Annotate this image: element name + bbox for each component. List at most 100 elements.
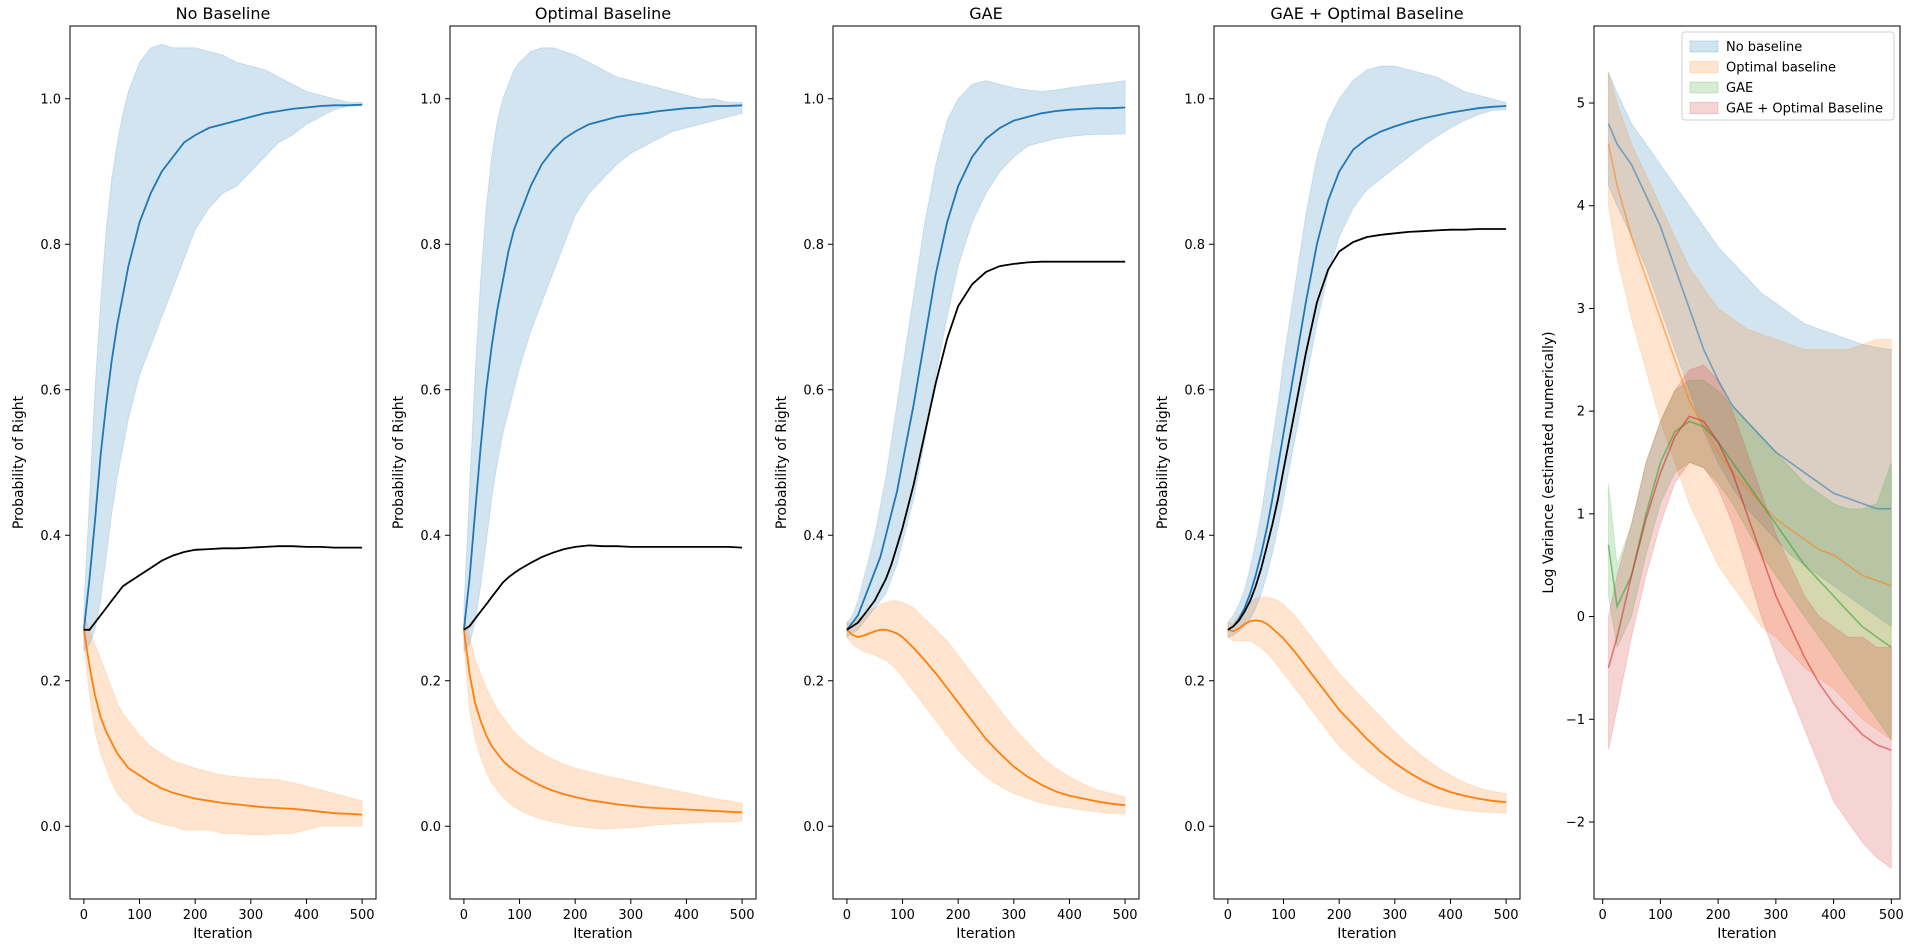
x-tick-label: 0 [460,908,468,923]
chart-panel-1: 0 100 200 300 400 500 0.0 0.2 0.4 0.6 0.8 1.0 Iterat… [11,4,377,942]
x-tick-label: 500 [1879,908,1904,923]
x-tick-label: 200 [1327,908,1352,923]
line-right [463,104,743,630]
y-tick-label: 0.2 [803,674,824,689]
line-optimal-baseline [1607,143,1892,587]
band-optimal-baseline [1607,72,1892,741]
line-left [1227,619,1507,804]
x-tick-label: 500 [1494,908,1519,923]
axes-frame [69,25,377,900]
legend-box [1681,31,1895,121]
plot-area [1607,72,1892,870]
y-tick-label: 0.2 [1184,674,1205,689]
x-tick-label: 300 [1763,908,1788,923]
y-tick-label: 0.6 [803,383,824,398]
line-left [463,629,743,814]
y-tick-label: 4 [1577,199,1585,214]
y-tick-label: 0.6 [40,383,61,398]
plot-area [463,47,743,830]
x-tick-label: 500 [350,908,375,923]
line-gae-optimal-baseline [1607,415,1892,751]
chart-panel-2: 0 100 200 300 400 500 0.0 0.2 0.4 0.6 0.8 1.0 Iterat… [391,4,757,942]
line-left [83,629,363,816]
y-tick-label: 0 [1577,610,1585,625]
x-tick-label: 400 [1821,908,1846,923]
y-tick-label: −2 [1566,815,1585,830]
y-tick-label: 0.4 [40,529,61,544]
band-right [1227,65,1507,638]
x-axis-label: Iteration [1337,926,1396,942]
axes-frame [1213,25,1521,900]
x-tick-label: 300 [618,908,643,923]
plot-area [1227,65,1507,814]
line-mean [846,260,1126,631]
x-tick-label: 500 [1113,908,1138,923]
y-axis-label: Log Variance (estimated numerically) [1541,331,1557,593]
band-no-baseline [1607,72,1892,628]
y-tick-label: 0.0 [40,820,61,835]
y-tick-label: 0.2 [40,674,61,689]
x-tick-label: 200 [1706,908,1731,923]
y-tick-label: 5 [1577,97,1585,112]
band-left [463,615,743,830]
x-tick-label: 400 [674,908,699,923]
y-tick-label: 0.8 [40,238,61,253]
axes-frame [1593,25,1901,900]
y-tick-label: 1 [1577,507,1585,522]
panel-title: No Baseline [176,4,271,23]
y-tick-label: 0.0 [803,820,824,835]
legend-swatch [1689,61,1719,73]
x-tick-label: 500 [730,908,755,923]
x-tick-label: 0 [1599,908,1607,923]
legend-swatch [1689,40,1719,53]
panels: 0 100 200 300 400 5000.00.20.40.60.81.0Iterat… [11,4,1904,942]
y-tick-label: 1.0 [1184,92,1205,107]
x-tick-label: 0 [80,908,88,923]
y-tick-label: 2 [1577,405,1585,420]
x-axis-label: Iteration [956,926,1015,942]
x-tick-label: 200 [183,908,208,923]
y-tick-label: 0.0 [1184,820,1205,835]
band-gae [1607,379,1892,742]
x-tick-label: 100 [507,908,532,923]
legend: No baseline Optimal baseline GAE GAE + Opti… [1681,31,1895,121]
band-left [846,600,1126,815]
x-tick-label: 0 [1224,908,1232,923]
legend-entry: Optimal baseline [1726,61,1836,76]
band-right [463,47,743,654]
band-right [846,80,1126,639]
panel-title: Optimal Baseline [535,4,671,23]
x-axis-label: Iteration [193,926,252,942]
x-tick-label: 400 [1438,908,1463,923]
y-tick-label: 1.0 [420,92,441,107]
x-tick-label: 100 [127,908,152,923]
line-right [846,106,1126,631]
x-tick-label: 200 [946,908,971,923]
x-tick-label: 300 [1382,908,1407,923]
legend-entry: No baseline [1726,40,1802,55]
y-tick-label: 3 [1577,302,1585,317]
band-left [1227,596,1507,814]
y-axis-label: Probability of Right [11,395,27,529]
line-mean [463,544,743,631]
plot-area [83,43,363,836]
x-tick-label: 100 [890,908,915,923]
plot-area [846,80,1126,815]
line-mean [1227,228,1507,631]
axes-frame [832,25,1140,900]
x-tick-label: 300 [1001,908,1026,923]
line-left [846,628,1126,807]
x-tick-label: 400 [294,908,319,923]
y-axis-label: Probability of Right [391,395,407,529]
x-axis-label: Iteration [1717,926,1776,942]
chart-panel-3: 0 100 200 300 400 500 0.0 0.2 0.4 0.6 0.8 1.0 Iterat… [774,4,1140,942]
y-tick-label: 0.8 [1184,238,1205,253]
y-tick-label: 0.6 [1184,383,1205,398]
x-tick-label: 0 [843,908,851,923]
line-mean [83,545,363,631]
legend-entry: GAE [1726,81,1753,96]
y-tick-label: −1 [1566,713,1585,728]
chart-panel-5: 0 100 200 300 400 500 −2 −1 0 1 2 3 4 5 Iteration Log V… [1541,25,1904,942]
y-tick-label: 0.4 [803,529,824,544]
